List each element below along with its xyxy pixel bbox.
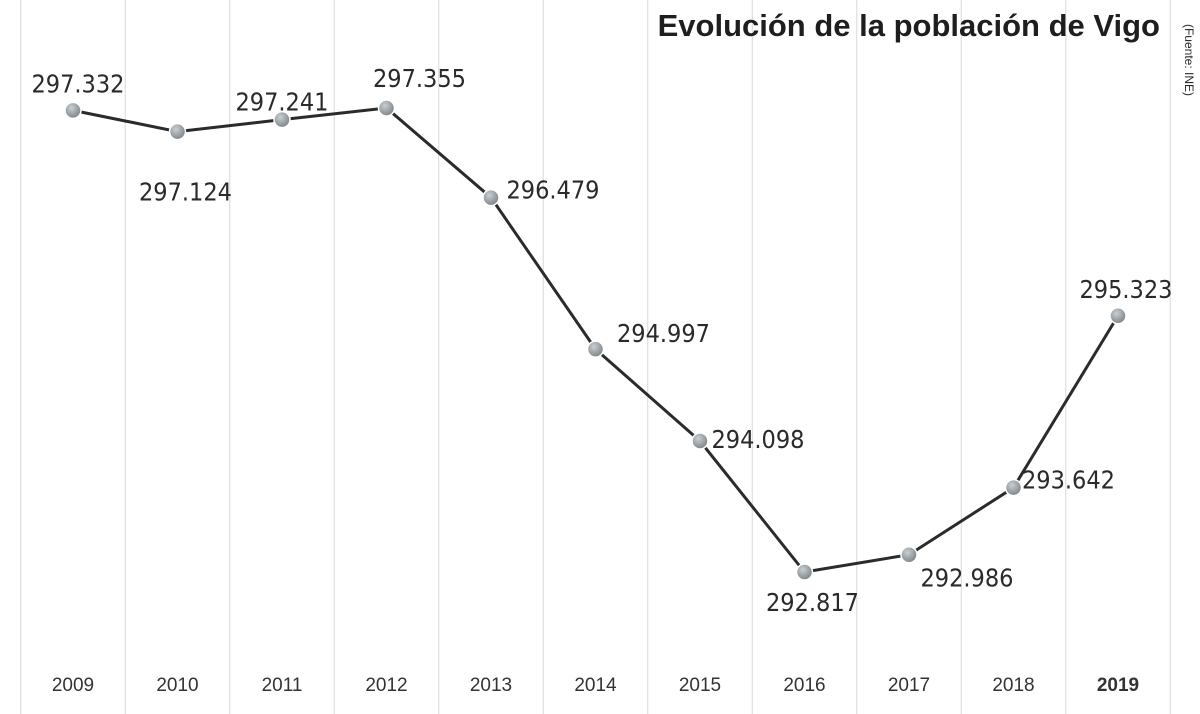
source-note: (Fuente: INE) xyxy=(1182,24,1196,96)
data-label: 292.817 xyxy=(766,588,859,617)
data-point xyxy=(1109,307,1127,325)
x-tick-label: 2019 xyxy=(1097,675,1139,696)
data-label: 295.323 xyxy=(1080,275,1173,304)
x-tick-label: 2012 xyxy=(365,675,407,696)
data-point xyxy=(168,122,187,141)
data-point xyxy=(691,432,709,450)
column-separators xyxy=(20,0,1171,714)
data-point xyxy=(586,340,605,358)
x-tick-label: 2018 xyxy=(992,675,1034,696)
data-point xyxy=(273,110,291,129)
x-tick-label: 2009 xyxy=(52,675,94,696)
x-tick-label: 2015 xyxy=(679,675,721,696)
data-label: 294.997 xyxy=(617,319,710,348)
data-label: 297.332 xyxy=(32,69,125,98)
x-tick-label: 2014 xyxy=(574,675,617,696)
x-tick-label: 2013 xyxy=(470,675,512,696)
data-label: 293.642 xyxy=(1022,466,1115,495)
data-label: 297.124 xyxy=(139,178,232,207)
x-tick-label: 2011 xyxy=(262,675,303,696)
x-tick-label: 2017 xyxy=(888,675,930,696)
data-point xyxy=(64,101,82,120)
data-point xyxy=(377,99,396,117)
data-point xyxy=(482,188,500,207)
data-label: 292.986 xyxy=(921,564,1014,593)
x-tick-label: 2010 xyxy=(156,675,198,696)
data-point xyxy=(795,563,814,581)
data-label: 297.355 xyxy=(373,64,466,93)
data-label: 296.479 xyxy=(507,176,600,205)
data-point xyxy=(900,545,918,564)
data-label: 297.241 xyxy=(236,88,329,117)
data-point xyxy=(1004,478,1023,497)
chart-title: Evolución de la población de Vigo xyxy=(658,8,1160,43)
data-label: 294.098 xyxy=(712,425,805,454)
x-tick-label: 2016 xyxy=(783,675,825,696)
